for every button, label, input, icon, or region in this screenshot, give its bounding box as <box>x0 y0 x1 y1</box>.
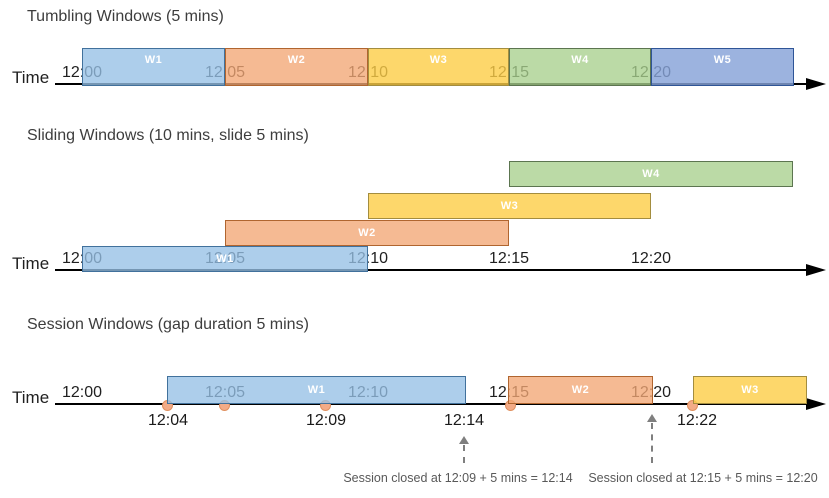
event-time-label: 12:04 <box>147 412 189 429</box>
time-axis-line <box>55 269 806 271</box>
section-title: Session Windows (gap duration 5 mins) <box>27 316 309 333</box>
axis-arrowhead-icon <box>806 264 826 276</box>
window-box: W2 <box>225 220 509 246</box>
window-box: W2 <box>225 48 368 86</box>
window-box: W4 <box>509 48 651 86</box>
window-label: W2 <box>571 384 590 396</box>
time-axis-label: Time <box>12 68 50 87</box>
time-axis-line <box>55 403 806 405</box>
window-label: W2 <box>287 54 306 66</box>
event-time-label: 12:22 <box>676 412 718 429</box>
dashed-arrow-up-icon <box>647 414 657 422</box>
window-box: W1 <box>167 376 466 404</box>
session-closed-annotation: Session closed at 12:09 + 5 mins = 12:14 <box>343 471 573 485</box>
window-label: W5 <box>713 54 732 66</box>
window-box: W3 <box>368 193 651 219</box>
window-box: W1 <box>82 246 368 272</box>
window-box: W3 <box>693 376 807 404</box>
session-closed-annotation: Session closed at 12:15 + 5 mins = 12:20 <box>588 471 818 485</box>
event-time-label: 12:14 <box>443 412 485 429</box>
window-label: W3 <box>741 384 759 396</box>
time-axis-label: Time <box>12 254 50 273</box>
dashed-arrow-line <box>463 445 465 463</box>
window-label: W3 <box>500 200 519 212</box>
time-axis-label: Time <box>12 388 50 407</box>
section-title: Sliding Windows (10 mins, slide 5 mins) <box>27 127 309 144</box>
axis-arrowhead-icon <box>806 78 826 90</box>
time-tick-label: 12:15 <box>488 250 530 267</box>
event-time-label: 12:09 <box>305 412 347 429</box>
dashed-arrow-up-icon <box>459 436 469 444</box>
event-dot <box>686 399 698 411</box>
time-tick-label: 12:00 <box>61 384 103 401</box>
dashed-arrow-line <box>651 423 653 463</box>
window-label: W1 <box>307 384 326 396</box>
window-label: W4 <box>642 168 660 180</box>
window-box: W3 <box>368 48 509 86</box>
window-label: W1 <box>216 253 234 265</box>
axis-arrowhead-icon <box>806 398 826 410</box>
window-label: W3 <box>429 54 448 66</box>
window-box: W5 <box>651 48 794 86</box>
section-title: Tumbling Windows (5 mins) <box>27 8 224 25</box>
time-tick-label: 12:20 <box>630 250 672 267</box>
window-label: W2 <box>358 227 376 239</box>
window-label: W4 <box>571 54 589 66</box>
window-box: W2 <box>508 376 653 404</box>
window-box: W1 <box>82 48 225 86</box>
window-box: W4 <box>509 161 793 187</box>
window-label: W1 <box>144 54 163 66</box>
